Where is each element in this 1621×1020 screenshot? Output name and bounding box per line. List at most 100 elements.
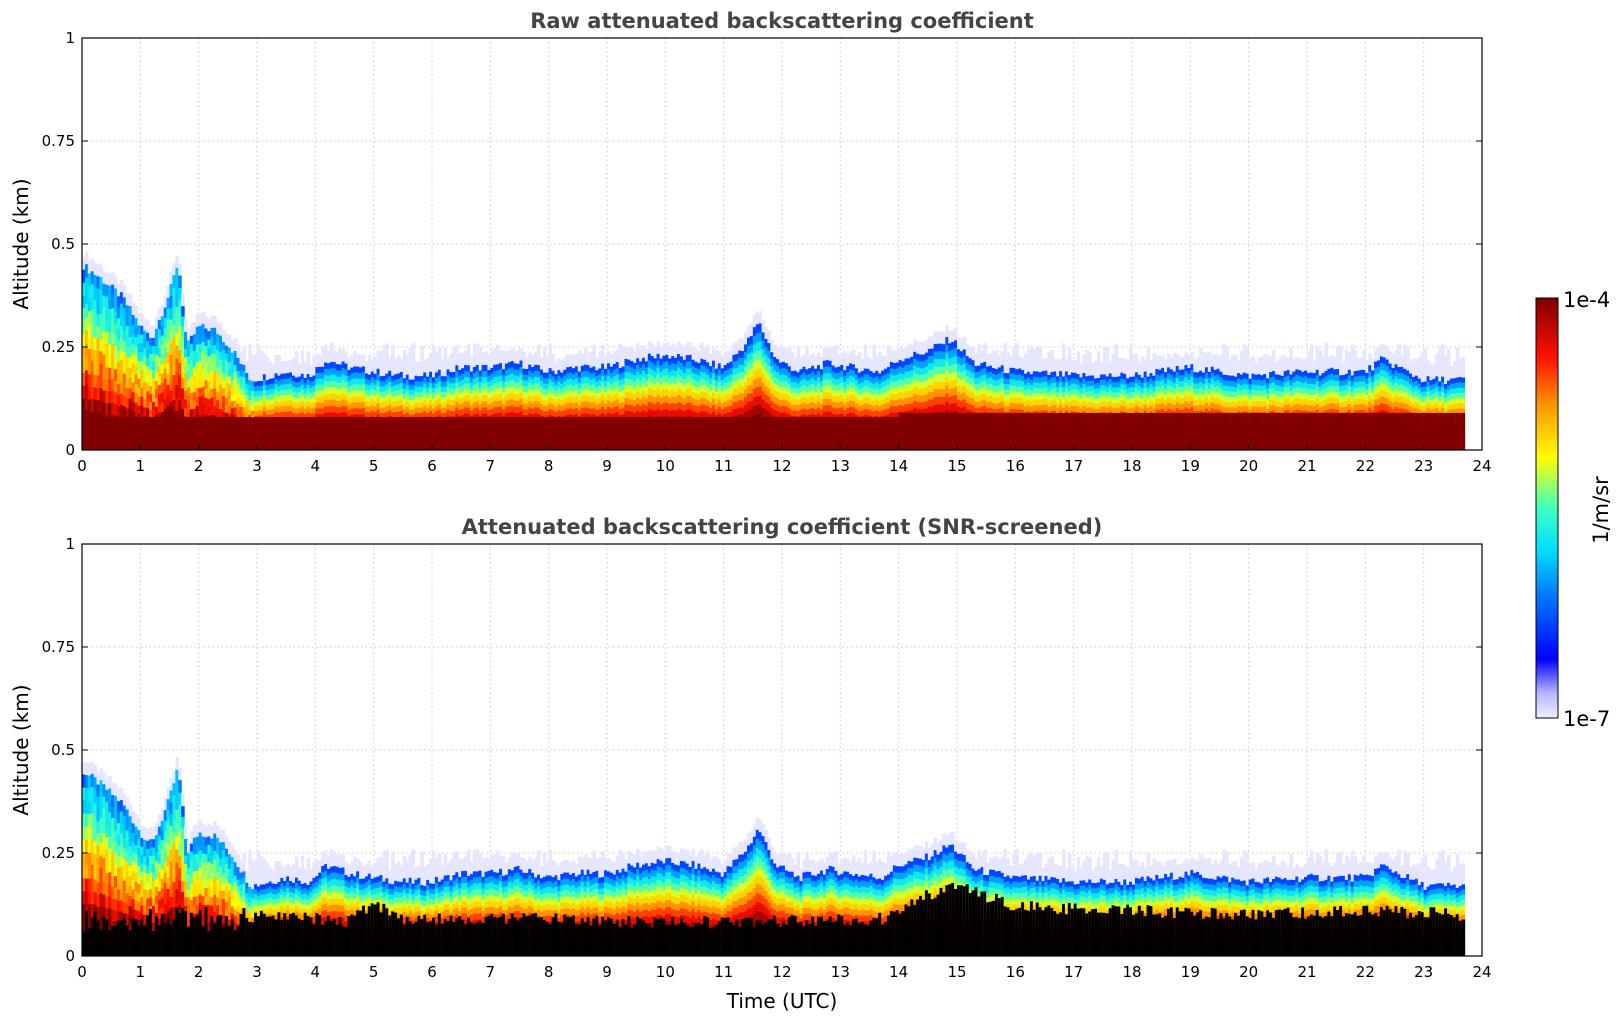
- heat-cell: [642, 384, 646, 392]
- heat-cell: [895, 381, 900, 388]
- heat-cell: [364, 406, 369, 413]
- heat-cell: [280, 406, 284, 413]
- heat-cell: [143, 330, 147, 340]
- heat-cell: [187, 356, 191, 365]
- heat-cell: [82, 372, 86, 387]
- heat-cell: [373, 401, 378, 407]
- heat-cell: [111, 284, 115, 297]
- heat-cell: [957, 392, 961, 401]
- heat-cell: [910, 396, 914, 404]
- heat-cell: [968, 364, 973, 372]
- heat-cell: [251, 391, 255, 397]
- heat-cell: [146, 383, 150, 392]
- heat-cell: [528, 401, 532, 408]
- heat-cell: [516, 388, 521, 396]
- heat-cell: [344, 363, 349, 371]
- heat-cell: [828, 386, 833, 394]
- heat-cell: [248, 394, 252, 401]
- heat-cell: [749, 409, 754, 418]
- heat-cell: [239, 388, 244, 396]
- heat-cell: [294, 408, 299, 415]
- heat-cell: [828, 367, 833, 375]
- heat-cell: [236, 364, 241, 372]
- heat-cell: [744, 374, 748, 383]
- heat-cell: [822, 367, 827, 374]
- heat-faint-cell: [615, 349, 620, 363]
- heat-cell: [811, 371, 815, 379]
- heat-cell: [178, 387, 182, 401]
- heat-faint-cell: [732, 342, 736, 356]
- heat-cell: [630, 411, 634, 419]
- heat-cell: [516, 406, 521, 414]
- heat-cell: [784, 394, 789, 401]
- heat-cell: [808, 403, 812, 410]
- heat-cell: [496, 364, 500, 371]
- heat-cell: [201, 350, 206, 361]
- heat-cell: [469, 399, 474, 406]
- heat-strong-cell: [362, 417, 366, 450]
- heat-cell: [271, 398, 276, 405]
- heat-strong-cell: [919, 412, 923, 450]
- heat-cell: [767, 404, 771, 413]
- heat-cell: [892, 363, 897, 370]
- heat-faint-cell: [834, 345, 839, 368]
- heat-cell: [714, 397, 719, 405]
- heat-cell: [586, 377, 591, 384]
- heat-cell: [184, 390, 188, 400]
- heat-cell: [449, 399, 454, 406]
- heat-cell: [102, 319, 106, 332]
- heat-strong-cell: [633, 417, 637, 450]
- heat-cell: [831, 371, 836, 379]
- heat-strong-cell: [364, 417, 369, 450]
- heat-cell: [122, 373, 127, 386]
- heat-cell: [942, 397, 946, 406]
- heat-cell: [668, 365, 672, 373]
- heat-cell: [831, 395, 836, 403]
- heat-cell: [650, 382, 655, 391]
- heat-cell: [391, 396, 395, 403]
- heat-cell: [572, 379, 576, 387]
- heat-cell: [671, 369, 675, 377]
- heat-cell: [878, 378, 882, 385]
- heat-cell: [924, 408, 929, 416]
- heat-cell: [157, 366, 162, 377]
- heat-strong-cell: [615, 417, 620, 450]
- heat-cell: [621, 396, 626, 403]
- heat-cell: [344, 406, 349, 414]
- heat-cell: [857, 378, 862, 385]
- heat-cell: [927, 406, 932, 415]
- heat-cell: [131, 314, 136, 326]
- heat-cell: [790, 387, 795, 395]
- heat-cell: [516, 394, 521, 402]
- heat-cell: [84, 277, 89, 292]
- heat-cell: [577, 371, 582, 378]
- heat-cell: [382, 397, 386, 403]
- heat-cell: [259, 390, 264, 397]
- heat-faint-cell: [522, 351, 526, 370]
- heat-strong-cell: [446, 417, 451, 450]
- heat-cell: [338, 364, 343, 372]
- heat-cell: [723, 407, 728, 415]
- heat-strong-cell: [697, 417, 701, 450]
- heat-cell: [817, 407, 821, 415]
- heat-cell: [609, 396, 614, 403]
- heat-cell: [577, 405, 582, 412]
- heat-cell: [671, 396, 675, 404]
- heat-cell: [589, 402, 594, 410]
- heat-cell: [469, 388, 474, 395]
- heat-cell: [99, 326, 104, 340]
- heat-cell: [665, 354, 669, 363]
- heat-cell: [563, 398, 567, 405]
- heat-cell: [525, 368, 529, 376]
- heat-cell: [420, 381, 424, 388]
- heat-cell: [178, 362, 182, 376]
- heat-faint-cell: [469, 356, 474, 373]
- heat-cell: [822, 379, 827, 387]
- heat-cell: [367, 401, 372, 408]
- heat-cell: [280, 384, 284, 391]
- heat-cell: [644, 392, 649, 400]
- heat-faint-cell: [315, 354, 319, 368]
- heat-faint-cell: [408, 347, 413, 381]
- heat-cell: [87, 323, 92, 337]
- heat-cell: [569, 408, 573, 415]
